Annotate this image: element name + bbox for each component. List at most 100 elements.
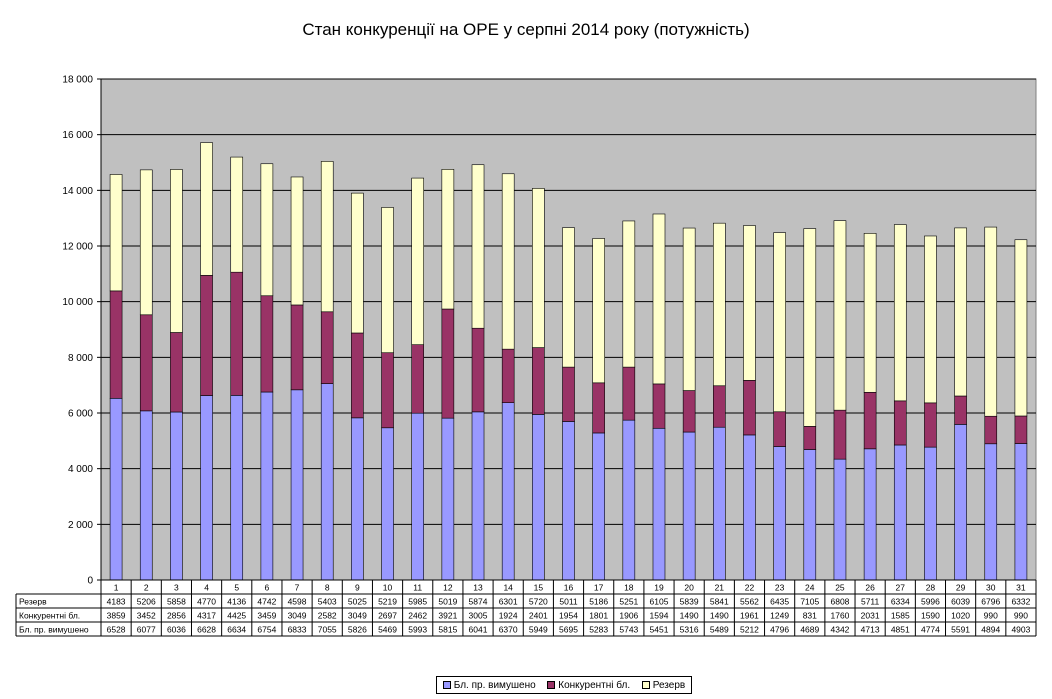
bar-reserve-6 <box>260 163 274 297</box>
bar-forced-15 <box>532 414 545 581</box>
table-cell: 5451 <box>650 625 669 635</box>
bar-reserve-25 <box>833 220 847 411</box>
table-cell: 5489 <box>710 625 729 635</box>
table-cell: 5996 <box>921 597 940 607</box>
legend-swatch <box>442 681 451 689</box>
table-cell: 990 <box>1014 611 1028 621</box>
table-cell: 1954 <box>559 611 578 621</box>
table-cell: 5186 <box>589 597 608 607</box>
table-cell: 2401 <box>529 611 548 621</box>
table-cell: 5403 <box>318 597 337 607</box>
x-tick-label: 8 <box>325 583 330 593</box>
bar-reserve-3 <box>170 169 183 333</box>
table-cell: 5011 <box>559 597 578 607</box>
table-cell: 1585 <box>891 611 910 621</box>
x-tick-label: 1 <box>114 583 119 593</box>
bar-competitive-17 <box>592 382 605 434</box>
table-cell: 1490 <box>680 611 699 621</box>
table-cell: 5993 <box>408 625 427 635</box>
x-tick-label: 6 <box>265 583 270 593</box>
table-cell: 1020 <box>951 611 970 621</box>
table-cell: 5949 <box>529 625 548 635</box>
bar-competitive-16 <box>562 366 575 422</box>
bar-reserve-19 <box>652 213 666 385</box>
bar-competitive-11 <box>411 344 424 414</box>
table-cell: 5251 <box>619 597 638 607</box>
bar-reserve-20 <box>682 227 696 391</box>
y-tick-label: 18 000 <box>62 75 93 86</box>
bar-competitive-4 <box>200 275 213 396</box>
table-cell: 831 <box>803 611 817 621</box>
y-tick-label: 2 000 <box>68 520 93 531</box>
table-cell: 4317 <box>197 611 216 621</box>
table-cell: 6334 <box>891 597 910 607</box>
bar-forced-9 <box>351 417 364 581</box>
legend-label: Конкурентні бл. <box>558 679 631 691</box>
bar-forced-24 <box>803 449 817 581</box>
bar-reserve-17 <box>592 238 605 384</box>
y-tick-label: 14 000 <box>62 186 93 197</box>
bar-competitive-28 <box>924 402 937 448</box>
x-tick-label: 27 <box>896 583 906 593</box>
table-cell: 5283 <box>589 625 608 635</box>
table-cell: 4770 <box>197 597 216 607</box>
bar-reserve-5 <box>230 156 244 273</box>
table-row-label: Резерв <box>19 597 47 607</box>
x-tick-label: 31 <box>1016 583 1026 593</box>
bar-competitive-18 <box>622 366 636 421</box>
x-tick-label: 29 <box>956 583 966 593</box>
table-cell: 4713 <box>861 625 880 635</box>
table-cell: 6833 <box>288 625 307 635</box>
x-tick-label: 19 <box>654 583 664 593</box>
table-cell: 7055 <box>318 625 337 635</box>
table-cell: 5219 <box>378 597 397 607</box>
table-cell: 4689 <box>800 625 819 635</box>
table-cell: 5711 <box>861 597 880 607</box>
bar-reserve-22 <box>743 225 756 381</box>
x-tick-label: 24 <box>805 583 815 593</box>
bar-forced-12 <box>441 417 455 581</box>
table-cell: 5695 <box>559 625 578 635</box>
table-cell: 6634 <box>227 625 246 635</box>
bar-forced-3 <box>170 411 183 581</box>
x-tick-label: 14 <box>503 583 513 593</box>
bar-forced-23 <box>773 446 786 581</box>
table-cell: 6332 <box>1011 597 1030 607</box>
x-tick-label: 12 <box>443 583 453 593</box>
bar-competitive-8 <box>320 311 334 384</box>
legend-item: Бл. пр. вимушено <box>442 679 536 691</box>
bar-forced-2 <box>139 410 153 581</box>
table-cell: 6039 <box>951 597 970 607</box>
bar-competitive-29 <box>954 395 967 425</box>
table-cell: 6036 <box>167 625 186 635</box>
table-cell: 5874 <box>469 597 488 607</box>
table-cell: 5815 <box>438 625 457 635</box>
table-cell: 1760 <box>830 611 849 621</box>
bar-competitive-9 <box>351 332 364 419</box>
bar-reserve-12 <box>441 169 455 310</box>
bar-forced-7 <box>290 389 304 581</box>
bar-reserve-16 <box>562 227 575 368</box>
table-cell: 3459 <box>257 611 276 621</box>
x-tick-label: 18 <box>624 583 634 593</box>
bar-reserve-15 <box>532 188 545 348</box>
bar-reserve-30 <box>984 226 998 417</box>
table-cell: 5025 <box>348 597 367 607</box>
x-tick-label: 2 <box>144 583 149 593</box>
legend-label: Бл. пр. вимушено <box>453 679 536 691</box>
table-cell: 7105 <box>800 597 819 607</box>
bar-forced-28 <box>924 446 937 581</box>
legend-swatch <box>641 681 650 689</box>
table-cell: 4796 <box>770 625 789 635</box>
x-tick-label: 22 <box>745 583 755 593</box>
bar-reserve-28 <box>924 235 937 404</box>
bar-forced-1 <box>109 398 123 581</box>
bar-competitive-2 <box>139 314 153 412</box>
table-cell: 5743 <box>619 625 638 635</box>
y-tick-label: 6 000 <box>68 409 93 420</box>
table-cell: 1594 <box>650 611 669 621</box>
bar-competitive-12 <box>441 308 455 419</box>
y-tick-label: 12 000 <box>62 242 93 253</box>
table-cell: 2697 <box>378 611 397 621</box>
bar-competitive-14 <box>501 348 515 404</box>
